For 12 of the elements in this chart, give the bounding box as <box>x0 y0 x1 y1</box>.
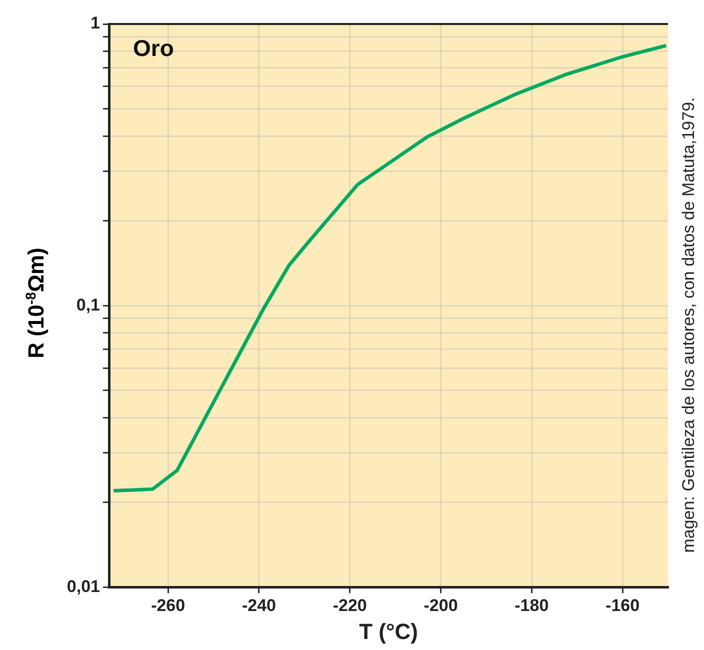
x-tick-label: -220 <box>332 596 367 616</box>
x-tick-label: -260 <box>151 596 186 616</box>
text: magen: Gentileza de los autores, con datos de Matuta,1979. <box>679 97 699 553</box>
y-tick-label: 0,1 <box>76 295 100 314</box>
text: Oro <box>133 34 174 61</box>
y-tick-label: 0,01 <box>66 576 100 596</box>
y-tick-label: 1 <box>90 14 100 33</box>
x-tick-label: -200 <box>424 596 458 616</box>
x-tick-label: -160 <box>606 596 640 616</box>
x-tick-label: -240 <box>242 596 276 616</box>
x-axis-title: T (°C) <box>359 618 418 644</box>
x-tick-label: -180 <box>514 596 549 616</box>
